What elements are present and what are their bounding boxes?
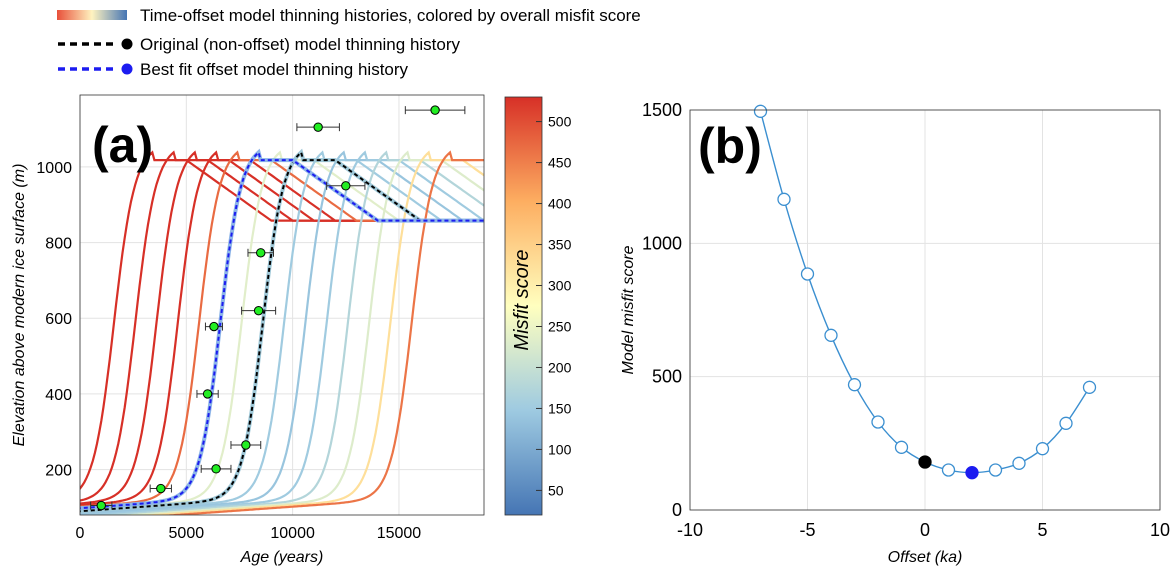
sample-point <box>156 483 166 494</box>
colorbar-tick-label: 350 <box>548 237 572 253</box>
model-curve <box>80 150 484 514</box>
legend-gradient-swatch <box>57 10 127 20</box>
y-tick-label: 1000 <box>36 160 72 177</box>
sample-point <box>253 305 264 316</box>
misfit-point <box>800 267 815 281</box>
misfit-point <box>871 415 885 429</box>
panel-a-frame <box>79 94 485 516</box>
legend-original-marker <box>121 38 133 50</box>
model-curve <box>139 150 484 515</box>
sample-point <box>211 464 221 474</box>
model-curve <box>80 150 484 515</box>
panel-b-frame <box>689 109 1161 511</box>
legend-label-gradient: Time-offset model thinning histories, co… <box>140 6 641 25</box>
colorbar-tick-label: 150 <box>548 400 572 416</box>
best-misfit-point <box>965 466 979 480</box>
misfit-point <box>941 463 956 477</box>
colorbar-tick-label: 200 <box>548 359 572 375</box>
y-tick-label: 800 <box>45 236 72 253</box>
misfit-point <box>988 463 1003 477</box>
y-tick-label: 0 <box>672 500 682 520</box>
misfit-point <box>894 440 909 454</box>
colorbar-tick-label: 450 <box>548 155 572 171</box>
colorbar-label: Misfit score <box>511 249 533 350</box>
panel-a-samples <box>90 105 466 511</box>
panel-a-plot-area <box>80 95 484 515</box>
panel-a: 0 5000 10000 15000 200 400 600 800 1000 (a) Age … <box>11 94 572 566</box>
colorbar-tick-label: 300 <box>548 278 572 294</box>
y-tick-label: 200 <box>45 463 72 480</box>
legend-item-gradient: Time-offset model thinning histories, co… <box>57 6 641 25</box>
misfit-point <box>824 328 838 342</box>
legend-best-marker <box>121 63 133 75</box>
panel-a-highlight-curves <box>80 148 484 514</box>
colorbar-tick-label: 500 <box>548 114 572 130</box>
misfit-point <box>1012 456 1026 470</box>
panel-a-ylabel: Elevation above modern ice surface (m) <box>11 164 28 447</box>
y-tick-label: 600 <box>45 311 72 328</box>
model-curve <box>80 150 484 515</box>
misfit-point <box>1082 380 1097 394</box>
colorbar-tick-label: 100 <box>548 441 572 457</box>
y-tick-label: 400 <box>45 387 72 404</box>
misfit-point <box>847 378 862 392</box>
panel-a-label: (a) <box>92 117 153 173</box>
sample-point <box>96 500 106 511</box>
sample-point <box>209 321 219 332</box>
misfit-point <box>1059 416 1073 430</box>
y-tick-label: 500 <box>652 367 682 387</box>
sample-point <box>341 181 351 191</box>
panel-b-ticks: -10 -5 0 5 10 0 500 1000 1500 <box>642 100 1170 540</box>
misfit-point <box>753 104 768 118</box>
x-tick-label: 5000 <box>169 525 205 542</box>
sample-point <box>256 248 266 258</box>
best-curve <box>80 150 484 510</box>
original-misfit-point <box>918 455 932 469</box>
panel-b-xlabel: Offset (ka) <box>888 549 963 566</box>
legend-item-best: Best fit offset model thinning history <box>58 60 409 79</box>
x-tick-label: 10000 <box>270 525 315 542</box>
panel-b-ylabel: Model misfit score <box>620 245 637 374</box>
panel-b-label: (b) <box>698 118 762 174</box>
misfit-point <box>1035 442 1050 456</box>
sample-point <box>313 122 323 132</box>
panel-a-ticks: 0 5000 10000 15000 200 400 600 800 1000 <box>36 160 421 542</box>
misfit-point <box>777 192 791 206</box>
legend-item-original: Original (non-offset) model thinning his… <box>58 35 461 54</box>
colorbar-ticks: 50 100 150 200 250 300 350 400 450 500 <box>536 114 572 498</box>
y-tick-label: 1000 <box>642 233 682 253</box>
x-tick-label: -10 <box>677 520 703 540</box>
panel-a-xlabel: Age (years) <box>240 549 324 566</box>
panel-b: -10 -5 0 5 10 0 500 1000 1500 (b) Offset (ka) Mo… <box>620 100 1170 566</box>
colorbar-tick-label: 50 <box>548 482 564 498</box>
misfit-points <box>753 104 1097 480</box>
x-tick-label: 10 <box>1150 520 1170 540</box>
sample-point <box>430 105 440 115</box>
sample-point <box>202 389 213 399</box>
x-tick-label: 15000 <box>377 525 422 542</box>
figure-legend: Time-offset model thinning histories, co… <box>57 6 641 79</box>
colorbar <box>504 96 543 516</box>
colorbar-tick-label: 400 <box>548 196 572 212</box>
legend-label-best: Best fit offset model thinning history <box>140 60 409 79</box>
x-tick-label: -5 <box>799 520 815 540</box>
x-tick-label: 5 <box>1037 520 1047 540</box>
colorbar-tick-label: 250 <box>548 318 572 334</box>
model-curve <box>96 150 484 515</box>
y-tick-label: 1500 <box>642 100 682 120</box>
x-tick-label: 0 <box>76 525 85 542</box>
legend-label-original: Original (non-offset) model thinning his… <box>140 35 461 54</box>
model-curve <box>160 150 484 515</box>
sample-point <box>241 440 251 450</box>
x-tick-label: 0 <box>920 520 930 540</box>
